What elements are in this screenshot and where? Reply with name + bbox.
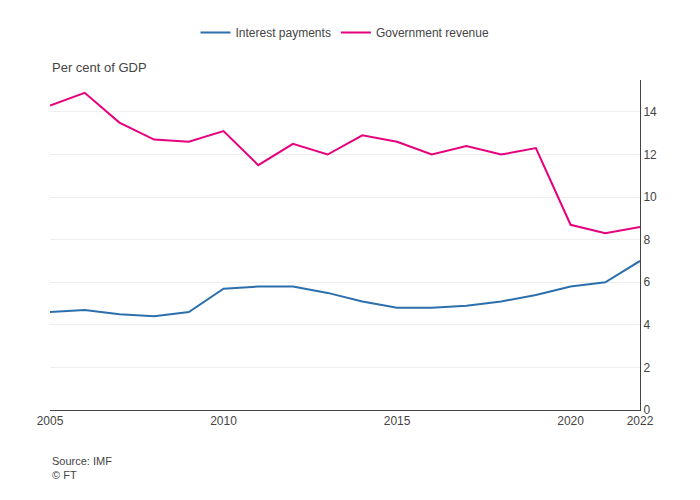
svg-text:12: 12 — [643, 148, 657, 162]
svg-text:4: 4 — [643, 318, 650, 332]
svg-text:2020: 2020 — [557, 414, 584, 428]
svg-text:2010: 2010 — [210, 414, 237, 428]
svg-text:Government revenue: Government revenue — [376, 26, 489, 40]
svg-text:Source: IMF© FT: Source: IMF© FT — [52, 455, 112, 481]
svg-text:0: 0 — [643, 403, 650, 417]
svg-text:8: 8 — [643, 233, 650, 247]
svg-text:6: 6 — [643, 275, 650, 289]
svg-text:2: 2 — [643, 361, 650, 375]
svg-text:14: 14 — [643, 105, 657, 119]
svg-text:Per cent of GDP: Per cent of GDP — [52, 60, 147, 75]
svg-text:2015: 2015 — [384, 414, 411, 428]
svg-text:10: 10 — [643, 190, 657, 204]
svg-text:Interest payments: Interest payments — [236, 26, 331, 40]
svg-text:2022: 2022 — [627, 414, 654, 428]
svg-text:2005: 2005 — [37, 414, 64, 428]
